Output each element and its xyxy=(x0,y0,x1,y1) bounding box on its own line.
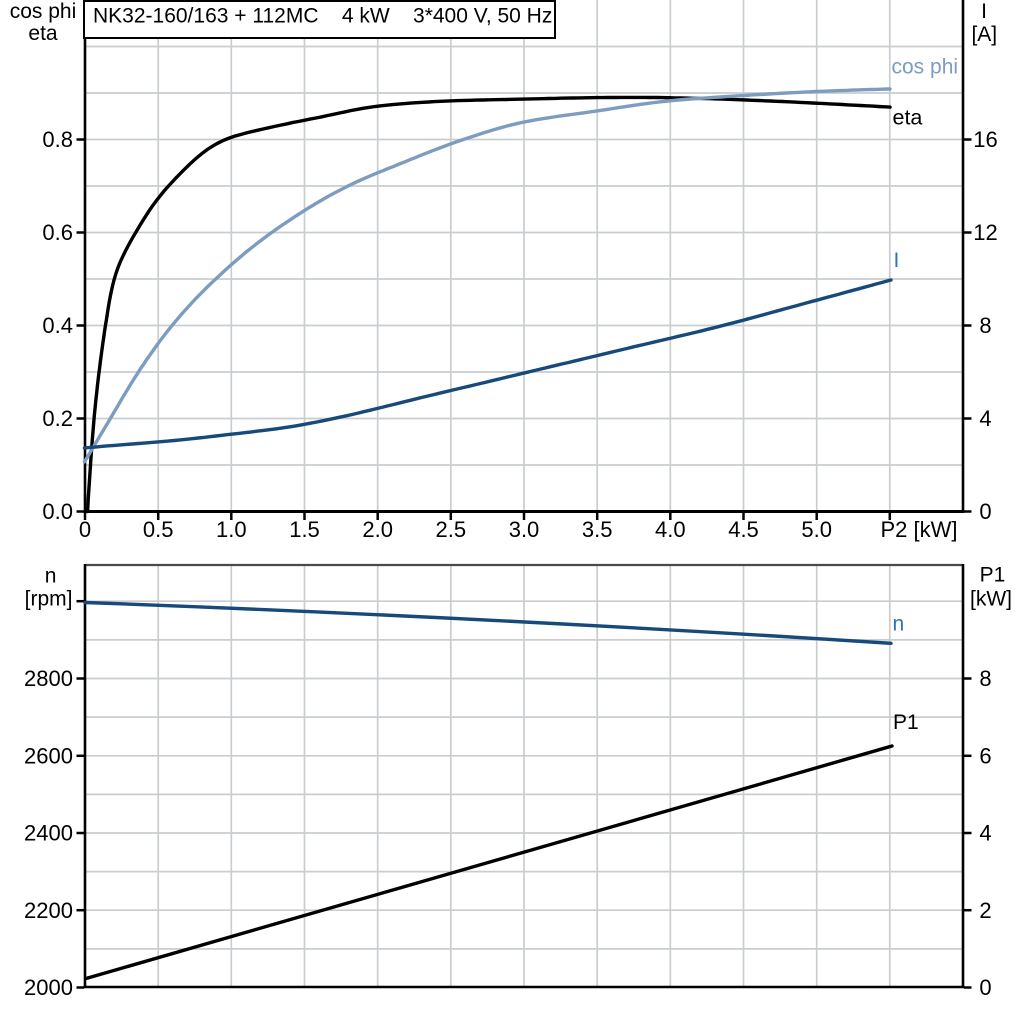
svg-text:4: 4 xyxy=(979,406,991,431)
svg-text:2: 2 xyxy=(979,898,991,923)
svg-text:cos phi: cos phi xyxy=(892,56,959,79)
svg-text:cos phi: cos phi xyxy=(10,0,77,23)
svg-text:0: 0 xyxy=(979,499,991,524)
svg-text:0: 0 xyxy=(79,517,91,542)
svg-text:8: 8 xyxy=(979,313,991,338)
svg-text:12: 12 xyxy=(973,220,997,245)
svg-text:2.0: 2.0 xyxy=(362,517,393,542)
svg-text:5.0: 5.0 xyxy=(801,517,832,542)
svg-text:1.5: 1.5 xyxy=(289,517,320,542)
svg-text:2200: 2200 xyxy=(24,898,73,923)
svg-text:2600: 2600 xyxy=(24,743,73,768)
svg-text:n: n xyxy=(45,565,57,588)
svg-text:[kW]: [kW] xyxy=(970,588,1012,611)
svg-text:0.6: 0.6 xyxy=(42,220,73,245)
svg-text:8: 8 xyxy=(979,666,991,691)
svg-text:4.0: 4.0 xyxy=(655,517,686,542)
svg-text:eta: eta xyxy=(893,106,923,130)
svg-text:3.0: 3.0 xyxy=(509,517,540,542)
svg-text:0.5: 0.5 xyxy=(143,517,174,542)
svg-text:2.5: 2.5 xyxy=(436,517,467,542)
svg-text:4.5: 4.5 xyxy=(728,517,759,542)
svg-text:n: n xyxy=(893,613,905,636)
svg-text:[A]: [A] xyxy=(971,23,997,46)
svg-text:[rpm]: [rpm] xyxy=(25,588,73,611)
svg-text:3.5: 3.5 xyxy=(582,517,613,542)
svg-text:1.0: 1.0 xyxy=(216,517,247,542)
svg-text:I: I xyxy=(894,249,900,272)
svg-text:NK32-160/163 + 112MC 4 kW: NK32-160/163 + 112MC 4 kW 3*400 V, 50 Hz xyxy=(93,5,552,28)
svg-text:P1: P1 xyxy=(893,711,919,734)
svg-text:0.0: 0.0 xyxy=(42,499,73,524)
svg-text:0.4: 0.4 xyxy=(42,313,73,338)
svg-text:P2 [kW]: P2 [kW] xyxy=(880,517,957,542)
svg-text:P1: P1 xyxy=(980,564,1006,587)
svg-text:16: 16 xyxy=(973,127,997,152)
svg-text:0: 0 xyxy=(979,975,991,1000)
svg-text:4: 4 xyxy=(979,821,991,846)
svg-text:2000: 2000 xyxy=(24,975,73,1000)
svg-text:eta: eta xyxy=(28,22,58,45)
svg-text:2800: 2800 xyxy=(24,666,73,691)
svg-text:0.2: 0.2 xyxy=(42,406,73,431)
svg-text:I: I xyxy=(981,0,987,23)
svg-text:6: 6 xyxy=(979,743,991,768)
svg-text:2400: 2400 xyxy=(24,821,73,846)
svg-text:0.8: 0.8 xyxy=(42,127,73,152)
